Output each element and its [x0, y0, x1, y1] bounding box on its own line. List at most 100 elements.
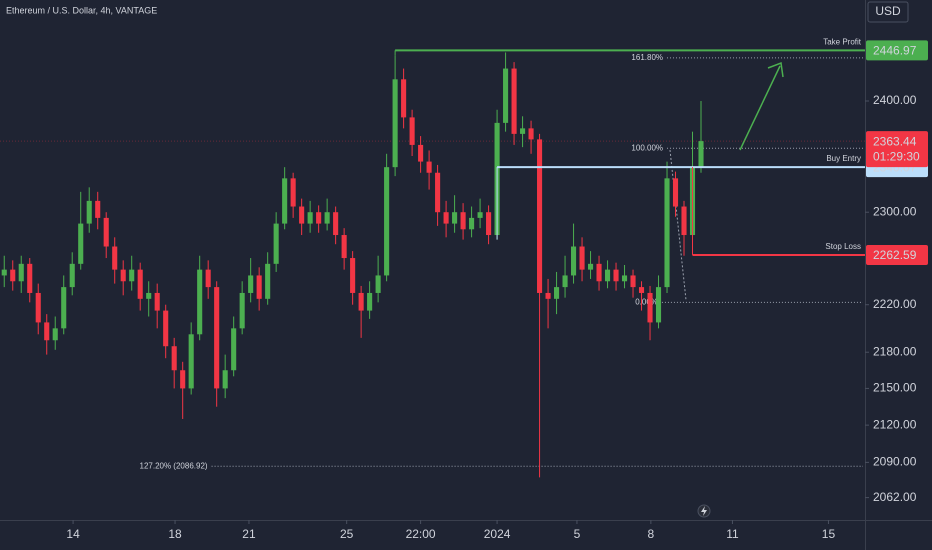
- candle-body: [604, 269, 611, 282]
- currency-button[interactable]: [867, 1, 909, 23]
- target-arrow-head: [767, 61, 784, 78]
- candle-body: [341, 235, 347, 259]
- level-price-badge: 2446.97: [873, 44, 917, 58]
- candle-body: [698, 141, 704, 168]
- x-tick-label: 5: [574, 527, 581, 541]
- candle-body: [188, 334, 194, 389]
- candle-body: [672, 178, 679, 207]
- x-tick-label: 15: [822, 527, 836, 541]
- candle-body: [452, 212, 458, 224]
- candle-body: [61, 287, 67, 329]
- y-tick-label: 2300.00: [873, 204, 917, 218]
- candle-body: [545, 292, 551, 299]
- candle-body: [630, 275, 636, 288]
- candle-body: [418, 144, 424, 162]
- candle-body: [146, 292, 152, 299]
- candle-body: [435, 172, 441, 213]
- candle-body: [511, 68, 517, 134]
- y-tick-label: 2400.00: [873, 93, 917, 107]
- last-price-badge: 2363.44: [873, 134, 917, 148]
- candle-body: [358, 292, 364, 311]
- candle-body: [282, 178, 288, 224]
- countdown: 01:29:30: [873, 149, 920, 163]
- candle-body: [409, 117, 415, 145]
- fib-label: 100.00%: [631, 143, 663, 152]
- candle-body: [299, 206, 305, 224]
- lightning-glyph: [701, 506, 707, 516]
- candle-body: [486, 212, 492, 236]
- candle-body: [137, 269, 143, 299]
- candle-body: [426, 161, 432, 173]
- candle-body: [154, 292, 160, 311]
- candle-body: [180, 370, 186, 389]
- x-tick-label: 25: [340, 527, 354, 541]
- candle-body: [392, 79, 398, 168]
- candle-body: [554, 287, 560, 299]
- level-price-badge-bg: [866, 40, 928, 61]
- x-tick-label: 22:00: [406, 527, 436, 541]
- candle-body: [69, 263, 75, 288]
- candle-body: [35, 292, 41, 323]
- candle-body: [239, 292, 245, 329]
- candle-body: [647, 292, 653, 323]
- y-tick-label: 2120.00: [873, 417, 917, 431]
- candle-body: [571, 246, 577, 276]
- candle-body: [214, 287, 220, 389]
- candle-body: [655, 287, 662, 323]
- target-arrow: [739, 65, 781, 151]
- candle-body: [248, 275, 254, 293]
- candle-body: [613, 269, 619, 282]
- candle-body: [307, 212, 313, 224]
- candle-body: [163, 310, 169, 347]
- candle-body: [621, 275, 628, 282]
- y-tick-label: 2090.00: [873, 455, 917, 469]
- candle-body: [290, 178, 296, 207]
- candle-body: [78, 223, 84, 264]
- level-label: Buy Entry: [826, 154, 861, 163]
- candle-body: [638, 287, 645, 293]
- y-tick-label: 2150.00: [873, 381, 917, 395]
- candle-body: [120, 269, 126, 282]
- candle-body: [333, 212, 339, 236]
- x-tick-label: 21: [242, 527, 256, 541]
- candle-body: [350, 258, 356, 293]
- level-label: Stop Loss: [825, 242, 861, 251]
- candle-body: [520, 128, 526, 134]
- candle-body: [537, 139, 543, 293]
- x-tick-label: 11: [726, 527, 739, 541]
- candle-body: [27, 263, 33, 293]
- candle-body: [222, 370, 228, 389]
- candle-body: [528, 128, 534, 140]
- x-tick-label: 8: [648, 527, 655, 541]
- chart-title: Ethereum / U.S. Dollar, 4h, VANTAGE: [6, 5, 157, 15]
- level-price-badge: 2262.59: [873, 248, 917, 262]
- level-label: Take Profit: [823, 37, 862, 46]
- candle-body: [10, 269, 16, 282]
- candle-body: [477, 212, 483, 218]
- last-price-badge-bg: [866, 131, 928, 168]
- x-tick-label: 14: [66, 527, 80, 541]
- currency-label[interactable]: USD: [875, 4, 901, 18]
- y-tick-label: 2180.00: [873, 344, 917, 358]
- candle-body: [460, 212, 466, 230]
- fib-label: 0.00%: [635, 297, 658, 306]
- candle-body: [324, 212, 330, 224]
- candle-body: [44, 322, 50, 341]
- candle-body: [197, 269, 203, 335]
- y-tick-label: 2062.00: [873, 490, 917, 504]
- candle-body: [18, 263, 24, 282]
- candle-body: [112, 246, 118, 270]
- candle-body: [401, 79, 407, 118]
- candle-body: [579, 246, 585, 270]
- candle-body: [587, 263, 594, 270]
- candle-body: [205, 269, 211, 288]
- candle-body: [562, 275, 568, 288]
- candle-body: [503, 68, 509, 123]
- candle-body: [596, 263, 602, 282]
- candle-body: [103, 217, 109, 247]
- candle-body: [367, 292, 373, 311]
- x-tick-label: 18: [168, 527, 182, 541]
